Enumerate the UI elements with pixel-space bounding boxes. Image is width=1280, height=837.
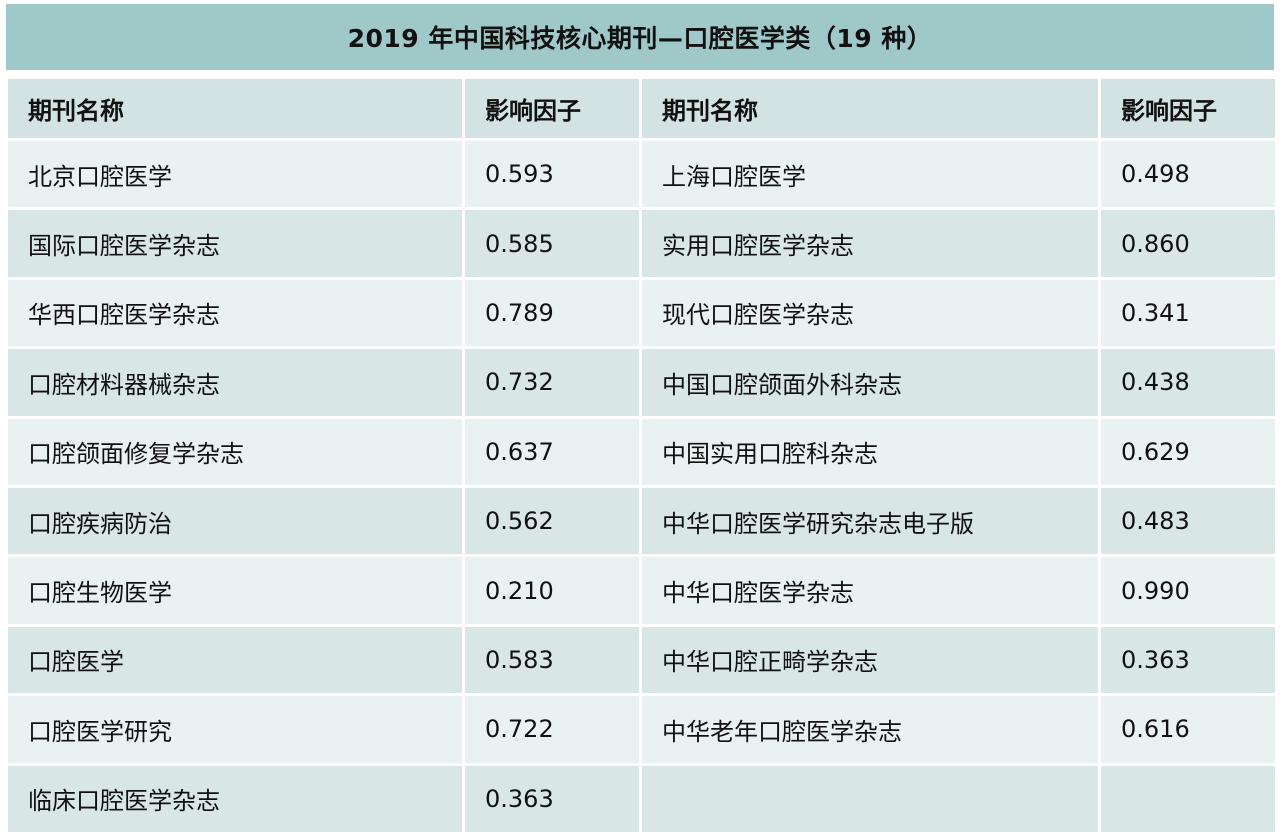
header-impact-factor-left: 影响因子	[465, 79, 639, 138]
journal-name: 口腔医学研究	[8, 696, 462, 763]
impact-factor: 0.363	[1101, 626, 1275, 694]
impact-factor: 0.593	[465, 141, 639, 208]
impact-factor: 0.789	[465, 279, 639, 347]
impact-factor: 0.860	[1101, 210, 1275, 277]
impact-factor: 0.629	[1101, 418, 1275, 485]
table-row: 北京口腔医学 0.593 上海口腔医学 0.498	[8, 141, 1275, 208]
journal-name: 临床口腔医学杂志	[8, 765, 462, 832]
journal-name: 华西口腔医学杂志	[8, 279, 462, 347]
impact-factor: 0.583	[465, 626, 639, 694]
journal-name: 上海口腔医学	[642, 141, 1098, 208]
impact-factor: 0.637	[465, 418, 639, 485]
impact-factor: 0.722	[465, 696, 639, 763]
impact-factor: 0.732	[465, 349, 639, 416]
impact-factor: 0.363	[465, 765, 639, 832]
impact-factor: 0.562	[465, 487, 639, 555]
impact-factor: 0.438	[1101, 349, 1275, 416]
impact-factor: 0.210	[465, 557, 639, 624]
header-journal-name-right: 期刊名称	[642, 79, 1098, 138]
journal-name: 现代口腔医学杂志	[642, 279, 1098, 347]
table-row: 口腔颌面修复学杂志 0.637 中国实用口腔科杂志 0.629	[8, 418, 1275, 485]
journal-name	[642, 765, 1098, 832]
journal-name: 口腔材料器械杂志	[8, 349, 462, 416]
table-row: 口腔疾病防治 0.562 中华口腔医学研究杂志电子版 0.483	[8, 487, 1275, 555]
journal-name: 口腔疾病防治	[8, 487, 462, 555]
journal-name: 中国口腔颌面外科杂志	[642, 349, 1098, 416]
journal-name: 中华口腔正畸学杂志	[642, 626, 1098, 694]
impact-factor: 0.341	[1101, 279, 1275, 347]
journal-name: 口腔医学	[8, 626, 462, 694]
table-title: 2019 年中国科技核心期刊—口腔医学类（19 种）	[6, 4, 1274, 70]
table-row: 口腔生物医学 0.210 中华口腔医学杂志 0.990	[8, 557, 1275, 624]
table-row: 国际口腔医学杂志 0.585 实用口腔医学杂志 0.860	[8, 210, 1275, 277]
impact-factor: 0.990	[1101, 557, 1275, 624]
table-row: 口腔医学 0.583 中华口腔正畸学杂志 0.363	[8, 626, 1275, 694]
table-row: 口腔材料器械杂志 0.732 中国口腔颌面外科杂志 0.438	[8, 349, 1275, 416]
journal-name: 国际口腔医学杂志	[8, 210, 462, 277]
journal-table: 期刊名称 影响因子 期刊名称 影响因子 北京口腔医学 0.593 上海口腔医学 …	[5, 76, 1278, 835]
impact-factor: 0.483	[1101, 487, 1275, 555]
journal-name: 北京口腔医学	[8, 141, 462, 208]
journal-name: 中华老年口腔医学杂志	[642, 696, 1098, 763]
header-journal-name-left: 期刊名称	[8, 79, 462, 138]
impact-factor: 0.585	[465, 210, 639, 277]
journal-name: 中华口腔医学杂志	[642, 557, 1098, 624]
journal-name: 中国实用口腔科杂志	[642, 418, 1098, 485]
header-row: 期刊名称 影响因子 期刊名称 影响因子	[8, 79, 1275, 138]
header-impact-factor-right: 影响因子	[1101, 79, 1275, 138]
impact-factor: 0.616	[1101, 696, 1275, 763]
impact-factor: 0.498	[1101, 141, 1275, 208]
journal-name: 实用口腔医学杂志	[642, 210, 1098, 277]
table-row: 临床口腔医学杂志 0.363	[8, 765, 1275, 832]
journal-name: 中华口腔医学研究杂志电子版	[642, 487, 1098, 555]
table-row: 口腔医学研究 0.722 中华老年口腔医学杂志 0.616	[8, 696, 1275, 763]
impact-factor	[1101, 765, 1275, 832]
journal-name: 口腔颌面修复学杂志	[8, 418, 462, 485]
table-row: 华西口腔医学杂志 0.789 现代口腔医学杂志 0.341	[8, 279, 1275, 347]
journal-name: 口腔生物医学	[8, 557, 462, 624]
